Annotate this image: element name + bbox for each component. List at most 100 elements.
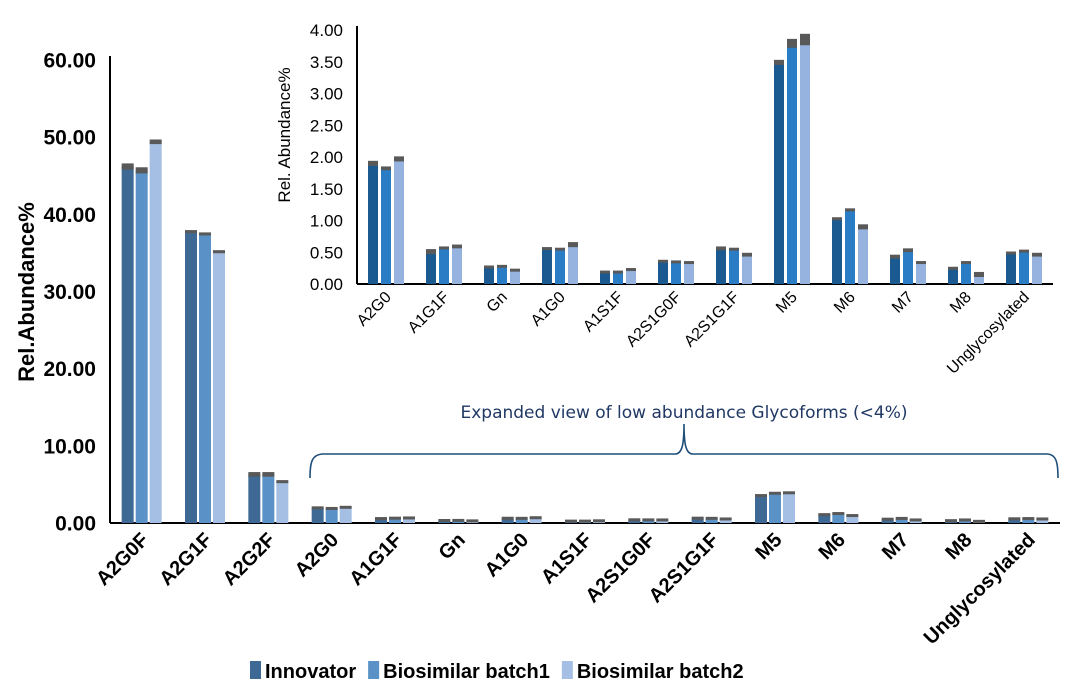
error-bar <box>403 516 415 520</box>
error-bar <box>452 518 465 522</box>
error-bar <box>774 59 784 65</box>
bar <box>1022 519 1035 523</box>
error-bar <box>375 517 387 521</box>
error-bar <box>916 261 926 265</box>
error-bar <box>497 264 507 268</box>
y-tick-label: 0.50 <box>310 243 343 262</box>
error-bar <box>909 518 922 522</box>
error-bar <box>262 472 275 477</box>
legend-label: Biosimilar batch2 <box>577 661 744 683</box>
error-bar <box>339 505 352 509</box>
bar <box>742 254 752 284</box>
error-bar <box>593 519 605 523</box>
bar <box>818 515 831 523</box>
error-bar <box>466 519 479 523</box>
y-tick-label: 0.00 <box>310 275 343 294</box>
bar <box>846 516 859 523</box>
error-bar <box>311 506 324 510</box>
x-tick-label: M7 <box>878 529 913 564</box>
error-bar <box>248 472 261 477</box>
bar <box>691 518 704 523</box>
bar <box>903 250 913 284</box>
error-bar <box>426 249 436 255</box>
bar <box>671 262 681 284</box>
bar <box>185 232 197 523</box>
x-tick-label: A1G1F <box>405 289 453 337</box>
bar <box>394 158 404 284</box>
error-bar <box>568 242 578 248</box>
y-tick-label: 2.00 <box>310 148 343 167</box>
error-bar <box>185 230 197 234</box>
error-bar <box>1008 517 1021 521</box>
error-bar <box>199 232 211 236</box>
legend-label: Biosimilar batch1 <box>383 661 550 683</box>
bar <box>628 520 641 523</box>
error-bar <box>438 518 451 522</box>
annotation-brace <box>309 423 1059 479</box>
error-bar <box>671 260 681 264</box>
error-bar <box>501 516 514 520</box>
legend-swatch <box>250 661 261 679</box>
bar <box>783 493 795 523</box>
bar <box>787 43 797 285</box>
bar <box>452 520 465 523</box>
x-tick-label: M6 <box>831 289 859 317</box>
error-bar <box>484 265 494 269</box>
bar <box>568 244 578 284</box>
bar <box>484 267 494 284</box>
error-bar <box>542 247 552 251</box>
x-tick-label: A2S1G0F <box>623 289 685 351</box>
bar <box>381 168 391 284</box>
x-tick-label: A1S1F <box>537 529 597 589</box>
bar <box>959 520 971 523</box>
error-bar <box>439 246 449 250</box>
legend-swatch <box>561 661 573 679</box>
x-tick-label: A1S1F <box>580 289 627 336</box>
bar <box>452 246 462 284</box>
error-bar <box>973 519 985 523</box>
x-tick-label: Unglycosylated <box>920 529 1040 649</box>
bar <box>311 508 324 523</box>
bar <box>890 256 900 284</box>
error-bar <box>895 516 908 520</box>
y-tick-label: 20.00 <box>43 358 96 381</box>
bar <box>542 249 552 284</box>
bar <box>339 507 352 523</box>
error-bar <box>729 247 739 251</box>
error-bar <box>783 491 795 495</box>
error-bar <box>1022 517 1035 521</box>
bar <box>774 62 784 285</box>
error-bar <box>149 139 162 145</box>
bar <box>276 482 289 523</box>
x-tick-label: A1G0 <box>528 289 569 330</box>
x-tick-label: A2S1G1F <box>681 289 743 351</box>
bar <box>1006 253 1016 284</box>
error-bar <box>705 516 718 520</box>
error-bar <box>381 166 391 171</box>
bar <box>510 270 520 284</box>
error-bar <box>948 266 958 270</box>
y-tick-label: 3.00 <box>310 85 343 104</box>
error-bar <box>800 33 810 46</box>
legend-swatch <box>368 661 380 679</box>
error-bar <box>394 156 404 162</box>
error-bar <box>213 250 225 254</box>
error-bar <box>716 246 726 251</box>
error-bar <box>890 254 900 259</box>
bar <box>961 263 971 284</box>
bar <box>600 272 610 284</box>
error-bar <box>529 516 542 520</box>
bar <box>800 39 810 285</box>
error-bar <box>903 248 913 253</box>
error-bar <box>452 244 462 249</box>
error-bar <box>389 516 401 520</box>
error-bar <box>755 494 767 498</box>
inset-y-axis-label: Rel. Abundance% <box>275 67 294 202</box>
bar <box>613 272 623 284</box>
y-tick-label: 10.00 <box>43 435 96 458</box>
error-bar <box>628 518 641 522</box>
y-tick-label: 1.00 <box>310 212 343 231</box>
error-bar <box>818 513 831 517</box>
